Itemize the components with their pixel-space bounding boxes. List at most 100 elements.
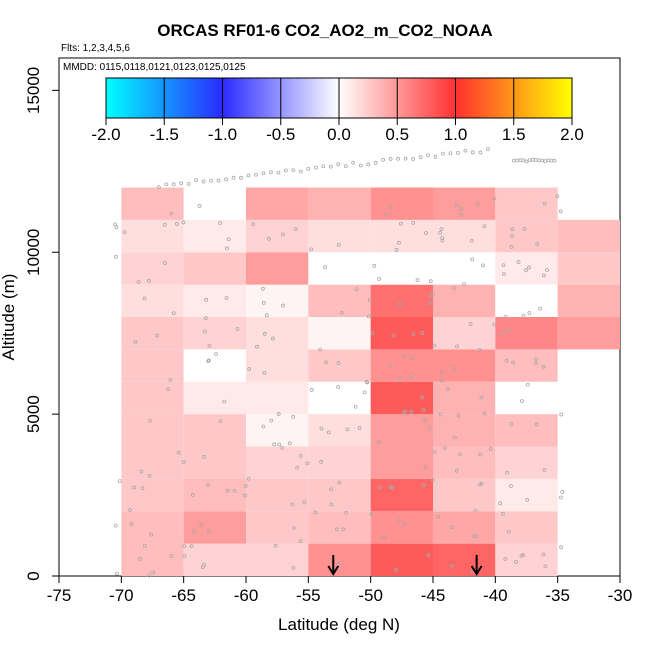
track-point bbox=[511, 360, 516, 365]
track-point bbox=[506, 529, 511, 534]
track-point bbox=[420, 331, 425, 335]
track-point bbox=[516, 260, 521, 264]
x-tick-label: -60 bbox=[234, 586, 259, 605]
track-point bbox=[351, 160, 356, 165]
track-point bbox=[456, 150, 460, 155]
track-point bbox=[426, 153, 430, 158]
track-point bbox=[291, 168, 296, 173]
track-point bbox=[261, 301, 266, 305]
track-point bbox=[420, 395, 424, 400]
track-point bbox=[527, 265, 531, 270]
heatmap-cell bbox=[433, 381, 496, 415]
heatmap-cell bbox=[308, 252, 371, 285]
track-point bbox=[537, 158, 541, 163]
heatmap-cell bbox=[495, 381, 558, 415]
track-point bbox=[535, 241, 540, 246]
track-point bbox=[478, 150, 483, 155]
heatmap-cell bbox=[370, 349, 433, 382]
heatmap-cell bbox=[121, 381, 184, 415]
track-point bbox=[291, 526, 296, 530]
heatmap-cell bbox=[495, 478, 558, 512]
track-point bbox=[394, 568, 399, 572]
track-point bbox=[477, 482, 482, 487]
dates-label: MMDD: 0115,0118,0121,0123,0125,0125 bbox=[63, 62, 246, 73]
heatmap-cell bbox=[433, 252, 496, 285]
track-point bbox=[189, 544, 194, 549]
track-point bbox=[179, 181, 184, 186]
track-point bbox=[295, 465, 300, 470]
track-point bbox=[206, 528, 211, 533]
heatmap-cell bbox=[121, 478, 184, 512]
track-point bbox=[243, 493, 247, 498]
heatmap-cell bbox=[121, 446, 184, 479]
track-point bbox=[113, 222, 118, 227]
track-point bbox=[552, 158, 557, 163]
track-point bbox=[337, 480, 342, 485]
track-point bbox=[168, 378, 173, 382]
track-point bbox=[492, 322, 497, 327]
heatmap-cell bbox=[246, 543, 309, 576]
track-point bbox=[194, 178, 199, 183]
track-point bbox=[525, 382, 530, 387]
track-point bbox=[421, 483, 426, 487]
track-point bbox=[549, 158, 554, 163]
heatmap-cell bbox=[246, 284, 309, 317]
track-point bbox=[418, 155, 423, 159]
track-point bbox=[171, 311, 176, 316]
track-point bbox=[246, 173, 251, 178]
track-point bbox=[555, 194, 560, 199]
track-point bbox=[543, 159, 548, 164]
heatmap-cell bbox=[246, 349, 309, 382]
colorbar-tick-label: -0.5 bbox=[266, 125, 295, 144]
heatmap-cells bbox=[121, 187, 620, 576]
track-point bbox=[397, 376, 402, 381]
track-point bbox=[438, 412, 443, 417]
track-point bbox=[169, 211, 174, 216]
chart-title: ORCAS RF01-6 CO2_AO2_m_CO2_NOAA bbox=[157, 21, 492, 40]
x-tick-label: -55 bbox=[296, 586, 321, 605]
track-point bbox=[313, 165, 318, 170]
track-point bbox=[478, 452, 483, 457]
track-point bbox=[287, 441, 292, 446]
track-point bbox=[530, 157, 535, 162]
track-point bbox=[470, 150, 475, 155]
heatmap-cell bbox=[183, 381, 246, 415]
track-point bbox=[542, 201, 547, 206]
x-tick-label: -40 bbox=[483, 586, 508, 605]
track-point bbox=[438, 230, 442, 235]
track-point bbox=[500, 511, 505, 516]
track-point bbox=[453, 435, 457, 440]
track-point bbox=[440, 238, 445, 243]
track-point bbox=[513, 559, 518, 564]
heatmap-cell bbox=[557, 317, 620, 350]
track-point bbox=[323, 265, 328, 270]
colorbar-tick-label: 0.5 bbox=[385, 125, 409, 144]
track-point bbox=[291, 415, 296, 419]
heatmap-cell bbox=[308, 317, 371, 350]
track-point bbox=[501, 263, 506, 268]
heatmap-cell bbox=[246, 381, 309, 415]
track-point bbox=[318, 347, 323, 352]
track-point bbox=[534, 356, 539, 361]
heatmap-cell bbox=[495, 446, 558, 479]
track-point bbox=[509, 421, 513, 426]
track-point bbox=[454, 468, 459, 473]
heatmap-cell bbox=[495, 219, 558, 253]
track-point bbox=[246, 476, 251, 481]
track-point bbox=[191, 529, 196, 534]
track-point bbox=[538, 306, 543, 311]
track-point bbox=[443, 446, 447, 450]
track-point bbox=[329, 502, 334, 507]
heatmap-cell bbox=[183, 478, 246, 512]
track-point bbox=[448, 151, 453, 156]
heatmap-cell bbox=[557, 252, 620, 285]
track-point bbox=[456, 413, 461, 418]
y-axis-label: Altitude (m) bbox=[0, 274, 18, 361]
heatmap-cell bbox=[433, 284, 496, 317]
track-point bbox=[225, 488, 230, 493]
track-point bbox=[477, 348, 482, 352]
track-point bbox=[129, 522, 134, 526]
track-point bbox=[403, 156, 408, 161]
track-point bbox=[149, 532, 154, 537]
track-point bbox=[164, 182, 169, 187]
